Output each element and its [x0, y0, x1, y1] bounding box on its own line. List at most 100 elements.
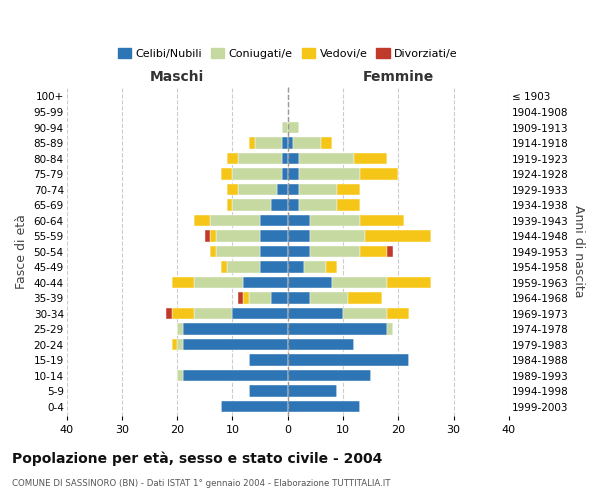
- Text: Popolazione per età, sesso e stato civile - 2004: Popolazione per età, sesso e stato civil…: [12, 451, 382, 466]
- Text: Maschi: Maschi: [150, 70, 204, 84]
- Bar: [387, 324, 393, 335]
- Text: Femmine: Femmine: [362, 70, 434, 84]
- Bar: [365, 230, 431, 242]
- Bar: [166, 308, 172, 320]
- Bar: [211, 215, 260, 226]
- Y-axis label: Fasce di età: Fasce di età: [15, 214, 28, 289]
- Bar: [287, 339, 354, 350]
- Legend: Celibi/Nubili, Coniugati/e, Vedovi/e, Divorziati/e: Celibi/Nubili, Coniugati/e, Vedovi/e, Di…: [113, 44, 462, 63]
- Y-axis label: Anni di nascita: Anni di nascita: [572, 206, 585, 298]
- Bar: [177, 370, 182, 382]
- Bar: [238, 152, 282, 164]
- Bar: [287, 401, 359, 412]
- Bar: [227, 262, 260, 273]
- Bar: [287, 277, 332, 288]
- Bar: [282, 168, 287, 180]
- Bar: [238, 184, 277, 196]
- Bar: [326, 262, 337, 273]
- Bar: [287, 122, 299, 134]
- Bar: [299, 184, 337, 196]
- Bar: [287, 137, 293, 149]
- Bar: [177, 324, 182, 335]
- Bar: [216, 230, 260, 242]
- Bar: [232, 168, 282, 180]
- Bar: [343, 308, 387, 320]
- Bar: [249, 386, 287, 397]
- Bar: [299, 199, 337, 211]
- Bar: [249, 292, 271, 304]
- Bar: [349, 292, 382, 304]
- Bar: [172, 308, 194, 320]
- Bar: [310, 230, 365, 242]
- Bar: [287, 308, 343, 320]
- Bar: [282, 152, 287, 164]
- Bar: [182, 339, 287, 350]
- Bar: [337, 199, 359, 211]
- Bar: [287, 184, 299, 196]
- Bar: [211, 246, 216, 258]
- Bar: [244, 292, 249, 304]
- Bar: [287, 324, 387, 335]
- Bar: [287, 262, 304, 273]
- Bar: [287, 168, 299, 180]
- Bar: [387, 277, 431, 288]
- Bar: [238, 292, 244, 304]
- Bar: [249, 354, 287, 366]
- Bar: [299, 152, 354, 164]
- Bar: [359, 246, 387, 258]
- Bar: [227, 184, 238, 196]
- Bar: [387, 308, 409, 320]
- Bar: [221, 401, 287, 412]
- Bar: [205, 230, 211, 242]
- Bar: [177, 339, 182, 350]
- Bar: [172, 339, 177, 350]
- Bar: [227, 199, 232, 211]
- Bar: [172, 277, 194, 288]
- Bar: [287, 215, 310, 226]
- Bar: [287, 370, 371, 382]
- Bar: [260, 230, 287, 242]
- Bar: [332, 277, 387, 288]
- Bar: [244, 277, 287, 288]
- Bar: [232, 199, 271, 211]
- Bar: [287, 152, 299, 164]
- Bar: [211, 230, 216, 242]
- Bar: [287, 246, 310, 258]
- Bar: [260, 262, 287, 273]
- Bar: [359, 168, 398, 180]
- Bar: [271, 199, 287, 211]
- Bar: [282, 137, 287, 149]
- Bar: [359, 215, 404, 226]
- Bar: [260, 215, 287, 226]
- Bar: [387, 246, 393, 258]
- Text: COMUNE DI SASSINORO (BN) - Dati ISTAT 1° gennaio 2004 - Elaborazione TUTTITALIA.: COMUNE DI SASSINORO (BN) - Dati ISTAT 1°…: [12, 479, 391, 488]
- Bar: [260, 246, 287, 258]
- Bar: [310, 292, 349, 304]
- Bar: [194, 277, 244, 288]
- Bar: [254, 137, 282, 149]
- Bar: [282, 122, 287, 134]
- Bar: [287, 292, 310, 304]
- Bar: [287, 230, 310, 242]
- Bar: [227, 152, 238, 164]
- Bar: [182, 370, 287, 382]
- Bar: [194, 308, 232, 320]
- Bar: [299, 168, 359, 180]
- Bar: [271, 292, 287, 304]
- Bar: [287, 199, 299, 211]
- Bar: [321, 137, 332, 149]
- Bar: [287, 386, 337, 397]
- Bar: [221, 168, 232, 180]
- Bar: [337, 184, 359, 196]
- Bar: [232, 308, 287, 320]
- Bar: [304, 262, 326, 273]
- Bar: [310, 215, 359, 226]
- Bar: [216, 246, 260, 258]
- Bar: [182, 324, 287, 335]
- Bar: [293, 137, 321, 149]
- Bar: [310, 246, 359, 258]
- Bar: [277, 184, 287, 196]
- Bar: [221, 262, 227, 273]
- Bar: [249, 137, 254, 149]
- Bar: [194, 215, 211, 226]
